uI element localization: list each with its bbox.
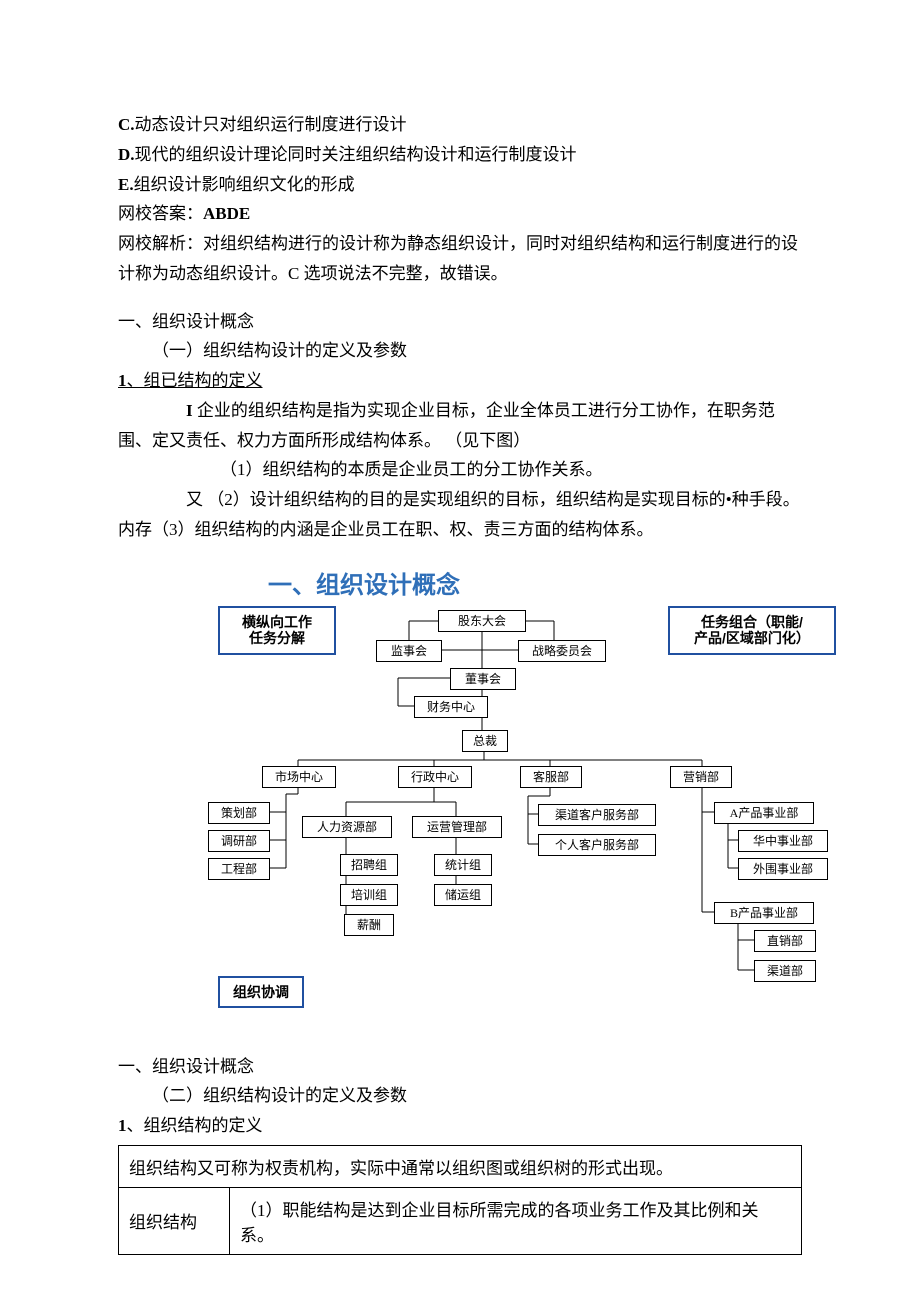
org-node-n28: 渠道部 [754, 960, 816, 982]
answer-line: 网校答案：ABDE [118, 199, 802, 229]
org-node-n5: 财务中心 [414, 696, 488, 718]
def-row1: 组织结构又可称为权责机构，实际中通常以组织图或组织树的形式出现。 [119, 1145, 802, 1187]
org-node-n7: 市场中心 [262, 766, 336, 788]
sec1-item3: 内存（3）组织结构的内涵是企业员工在职、权、责三方面的结构体系。 [118, 515, 802, 545]
analysis-label: 网校解析： [118, 234, 203, 253]
sec2-h3: 1、组织结构的定义 [118, 1111, 802, 1141]
org-node-n6: 总裁 [462, 730, 508, 752]
org-node-n12: 调研部 [208, 830, 270, 852]
sec1-item3-text: （3）组织结构的内涵是企业员工在职、权、责三方面的结构体系。 [152, 520, 654, 539]
org-node-n25: 外围事业部 [738, 858, 828, 880]
org-node-n24: 华中事业部 [738, 830, 828, 852]
def-row2a: 组织结构 [119, 1187, 230, 1254]
answer-label: 网校答案： [118, 204, 203, 223]
org-node-n2: 监事会 [376, 640, 442, 662]
org-node-n26: B产品事业部 [714, 902, 814, 924]
org-node-n19: 统计组 [434, 854, 492, 876]
sec1-item2: 又 （2）设计组织结构的目的是实现组织的目标，组织结构是实现目标的•种手段。 [118, 485, 802, 515]
org-node-n10: 营销部 [670, 766, 732, 788]
org-chart: 一、组织设计概念 横纵向工作 任务分解 任务组合（职能/ 产品/区域部门化） 组织协… [178, 565, 848, 1026]
answer-value: ABDE [203, 204, 250, 223]
sec1-h3-prefix: 1 [118, 371, 127, 390]
option-c-prefix: C. [118, 115, 135, 134]
org-node-n15: 运营管理部 [412, 816, 502, 838]
org-node-n16: 招聘组 [340, 854, 398, 876]
analysis-line: 网校解析：对组织结构进行的设计称为静态组织设计，同时对组织结构和运行制度进行的设… [118, 229, 802, 289]
sec1-p1: I 企业的组织结构是指为实现企业目标，企业全体员工进行分工协作，在职务范围、定又… [118, 396, 802, 456]
org-node-n22: 个人客户服务部 [538, 834, 656, 856]
org-node-n11: 策划部 [208, 802, 270, 824]
option-d: D.现代的组织设计理论同时关注组织结构设计和运行制度设计 [118, 140, 802, 170]
option-d-text: 现代的组织设计理论同时关注组织结构设计和运行制度设计 [135, 145, 577, 164]
sec2-heading: 一、组织设计概念 [118, 1052, 802, 1082]
option-e: E.组织设计影响组织文化的形成 [118, 170, 802, 200]
org-node-n9: 客服部 [520, 766, 582, 788]
sec1-p1-prefix: I [186, 401, 193, 420]
sec1-h3: 1、组已结构的定义 [118, 366, 802, 396]
document-page: C.动态设计只对组织运行制度进行设计 D.现代的组织设计理论同时关注组织结构设计… [0, 0, 920, 1315]
option-e-prefix: E. [118, 175, 134, 194]
org-node-n17: 培训组 [340, 884, 398, 906]
sec1-item2-prefix: 又 [186, 490, 207, 509]
org-node-n4: 董事会 [450, 668, 516, 690]
option-e-text: 组织设计影响组织文化的形成 [134, 175, 355, 194]
sec2-h3-text: 、组织结构的定义 [127, 1116, 263, 1135]
org-chart-title: 一、组织设计概念 [268, 565, 848, 600]
sec1-h3-text: 、组已结构的定义 [127, 371, 263, 390]
analysis-text: 对组织结构进行的设计称为静态组织设计，同时对组织结构和运行制度进行的设计称为动态… [118, 234, 798, 283]
org-node-n3: 战略委员会 [518, 640, 606, 662]
def-row2b: （1）职能结构是达到企业目标所需完成的各项业务工作及其比例和关系。 [230, 1187, 802, 1254]
org-chart-canvas: 横纵向工作 任务分解 任务组合（职能/ 产品/区域部门化） 组织协调 股东大会监事会 战… [178, 606, 848, 1026]
definition-table: 组织结构又可称为权责机构，实际中通常以组织图或组织树的形式出现。 组织结构 （1… [118, 1145, 802, 1255]
org-node-n21: 渠道客户服务部 [538, 804, 656, 826]
sec1-item2-text: （2）设计组织结构的目的是实现组织的目标，组织结构是实现目标的•种手段。 [207, 490, 799, 509]
option-c: C.动态设计只对组织运行制度进行设计 [118, 110, 802, 140]
sec2-sub: （二）组织结构设计的定义及参数 [118, 1081, 802, 1111]
org-node-n23: A产品事业部 [714, 802, 814, 824]
option-d-prefix: D. [118, 145, 135, 164]
org-node-big1: 横纵向工作 任务分解 [218, 606, 336, 656]
org-node-n18: 薪酬 [344, 914, 394, 936]
sec1-item1-text: （1）组织结构的本质是企业员工的分工协作关系。 [220, 460, 603, 479]
org-node-n27: 直销部 [754, 930, 816, 952]
org-node-big3: 组织协调 [218, 976, 304, 1009]
org-node-n13: 工程部 [208, 858, 270, 880]
sec1-sub: （一）组织结构设计的定义及参数 [118, 336, 802, 366]
org-node-n1: 股东大会 [438, 610, 526, 632]
sec1-heading: 一、组织设计概念 [118, 307, 802, 337]
org-node-big2: 任务组合（职能/ 产品/区域部门化） [668, 606, 836, 656]
org-node-n14: 人力资源部 [302, 816, 392, 838]
sec2-h3-prefix: 1 [118, 1116, 127, 1135]
sec1-item1: （1）组织结构的本质是企业员工的分工协作关系。 [118, 455, 802, 485]
sec1-p1-text: 企业的组织结构是指为实现企业目标，企业全体员工进行分工协作，在职务范围、定又责任… [118, 401, 775, 450]
org-node-n8: 行政中心 [398, 766, 472, 788]
sec1-item3-prefix: 内存 [118, 520, 152, 539]
org-node-n20: 储运组 [434, 884, 492, 906]
option-c-text: 动态设计只对组织运行制度进行设计 [135, 115, 407, 134]
